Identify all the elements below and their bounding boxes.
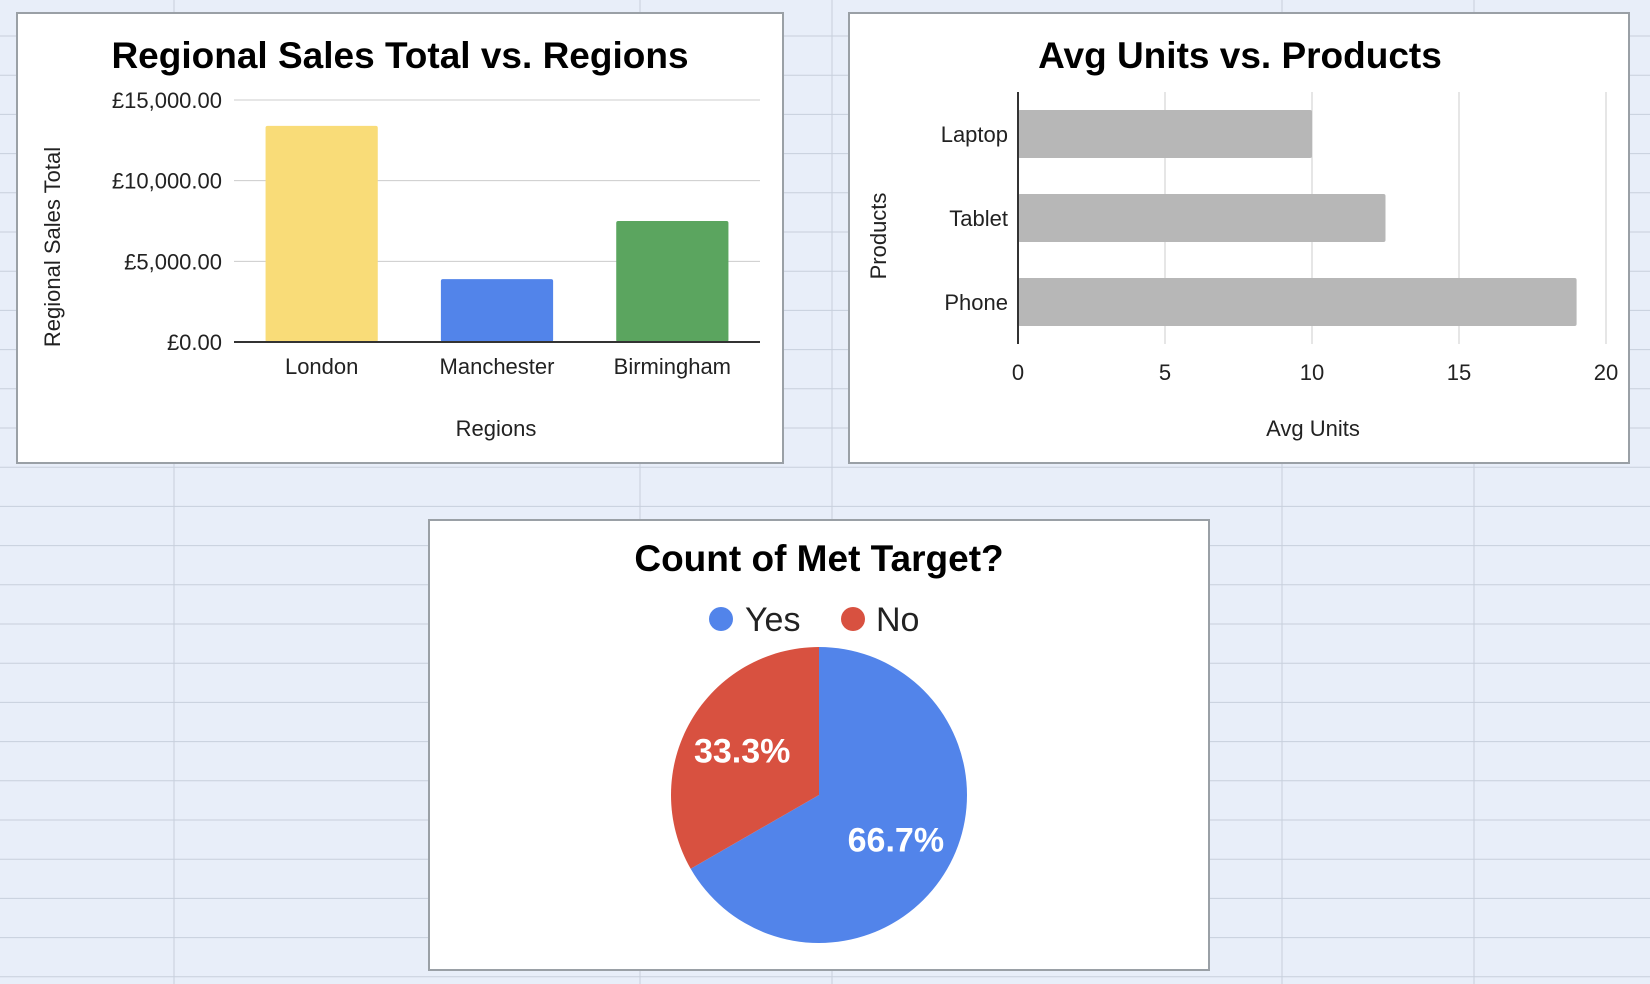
avg-units-chart-canvas: Avg Units vs. Products Laptop Tablet Phone… — [866, 35, 1618, 441]
legend-label: No — [876, 601, 919, 639]
legend-swatch-no — [841, 607, 865, 631]
y-axis-title: Regional Sales Total — [40, 147, 65, 347]
met-target-chart[interactable]: Count of Met Target? Yes No 66.7% 33.3% — [428, 519, 1210, 971]
bar-manchester — [440, 279, 554, 342]
regional-sales-chart[interactable]: Regional Sales Total vs. Regions £0.00 £5… — [16, 12, 784, 464]
bar-phone — [1018, 278, 1577, 326]
regional-sales-chart-canvas: Regional Sales Total vs. Regions £0.00 £5… — [40, 35, 760, 441]
avg-units-chart[interactable]: Avg Units vs. Products Laptop Tablet Phone… — [848, 12, 1630, 464]
x-axis-title: Avg Units — [1266, 416, 1360, 441]
y-tick-label: £5,000.00 — [124, 249, 222, 274]
legend-label: Yes — [745, 601, 800, 639]
bar-laptop — [1018, 110, 1312, 158]
y-tick-label: Laptop — [941, 122, 1008, 147]
bars — [265, 125, 729, 343]
x-tick-label: 15 — [1447, 360, 1471, 385]
met-target-chart-canvas: Count of Met Target? Yes No 66.7% 33.3% — [634, 538, 1004, 943]
x-tick-label: London — [285, 354, 358, 379]
chart-title: Regional Sales Total vs. Regions — [111, 35, 688, 76]
y-tick-label: Tablet — [949, 206, 1008, 231]
slice-labels: 66.7% 33.3% — [694, 733, 944, 860]
slice-label: 66.7% — [848, 821, 944, 859]
bar-tablet — [1018, 194, 1386, 242]
legend-swatch-yes — [709, 607, 733, 631]
x-tick-label: 10 — [1300, 360, 1324, 385]
x-tick-label: 5 — [1159, 360, 1171, 385]
y-tick-label: Phone — [944, 290, 1008, 315]
chart-title: Avg Units vs. Products — [1038, 35, 1442, 76]
x-tick-label: Manchester — [440, 354, 555, 379]
x-tick-label: 0 — [1012, 360, 1024, 385]
chart-title: Count of Met Target? — [634, 538, 1003, 579]
bars — [1018, 110, 1577, 326]
y-axis-title: Products — [866, 193, 891, 280]
x-tick-label: Birmingham — [614, 354, 731, 379]
x-tick-labels: London Manchester Birmingham — [285, 354, 731, 379]
x-tick-label: 20 — [1594, 360, 1618, 385]
slice-label: 33.3% — [694, 733, 790, 771]
y-tick-label: £15,000.00 — [112, 88, 222, 113]
pie-slices — [671, 647, 967, 943]
pie-slice-no — [671, 647, 819, 869]
pie-slice-yes — [690, 647, 967, 943]
x-tick-labels: 0 5 10 15 20 — [1012, 360, 1618, 385]
y-tick-label: £10,000.00 — [112, 169, 222, 194]
y-tick-label: £0.00 — [167, 330, 222, 355]
y-tick-labels: £0.00 £5,000.00 £10,000.00 £15,000.00 — [112, 88, 222, 355]
legend: Yes No — [709, 601, 919, 639]
bar-birmingham — [616, 221, 729, 342]
bar-london — [265, 125, 378, 343]
x-axis-title: Regions — [456, 416, 537, 441]
y-tick-labels: Laptop Tablet Phone — [941, 122, 1008, 315]
